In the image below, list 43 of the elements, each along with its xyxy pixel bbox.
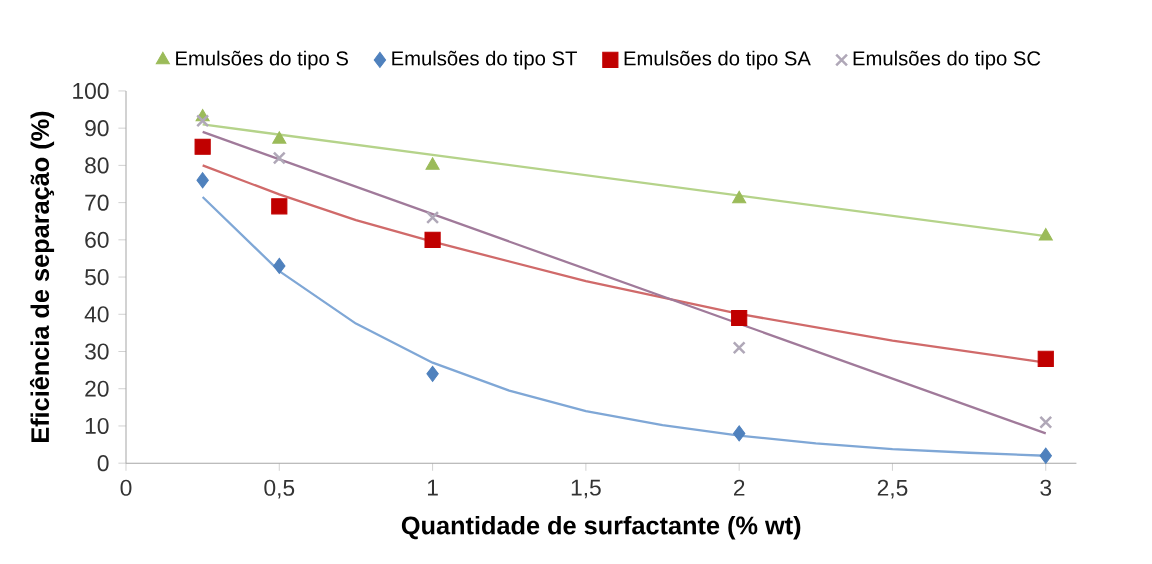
point <box>272 151 286 165</box>
point <box>1037 350 1054 368</box>
point <box>1038 228 1053 241</box>
y-tick-label: 40 <box>84 306 109 323</box>
point <box>731 309 748 327</box>
y-tick-label: 20 <box>85 380 109 397</box>
x-tick-label: 3 <box>1040 479 1052 496</box>
point <box>425 157 440 170</box>
x-tick-label: 2 <box>733 479 745 496</box>
point <box>732 425 746 442</box>
point <box>196 114 210 128</box>
y-tick-label: 90 <box>85 120 109 137</box>
point <box>426 365 439 382</box>
point <box>273 257 286 274</box>
x-axis-title: Quantidade de surfactante (% wt) <box>401 515 801 540</box>
point <box>272 131 287 144</box>
point <box>425 210 440 225</box>
legend-label: Emulsões do tipo ST <box>392 50 577 70</box>
y-tick-label: 50 <box>85 268 109 286</box>
point <box>732 341 746 355</box>
point <box>732 190 747 204</box>
x-tick-label: 2,5 <box>877 479 908 499</box>
y-tick-label: 30 <box>85 343 109 360</box>
y-tick-label: 80 <box>85 157 109 174</box>
y-tick-label: 70 <box>85 194 109 211</box>
point <box>271 198 288 215</box>
point <box>1039 415 1053 429</box>
x-tick-label: 0 <box>120 479 132 496</box>
legend-label: Emulsões do tipo SC <box>853 50 1041 70</box>
legend-label: Emulsões do tipo S <box>176 50 348 70</box>
legend-label: Emulsões do tipo SA <box>624 50 811 70</box>
x-tick-label: 1,5 <box>571 479 601 499</box>
point <box>424 231 441 248</box>
y-axis-title: Eficiência de separação (%) <box>29 111 55 443</box>
y-tick-label: 10 <box>85 417 109 435</box>
y-tick-label: 60 <box>85 231 109 248</box>
x-tick-label: 0,5 <box>264 479 295 499</box>
y-tick-label: 0 <box>97 455 109 472</box>
point <box>194 138 211 155</box>
point <box>1039 447 1052 464</box>
y-tick-label: 100 <box>73 82 109 100</box>
point <box>196 172 209 189</box>
x-tick-label: 1 <box>428 479 438 496</box>
